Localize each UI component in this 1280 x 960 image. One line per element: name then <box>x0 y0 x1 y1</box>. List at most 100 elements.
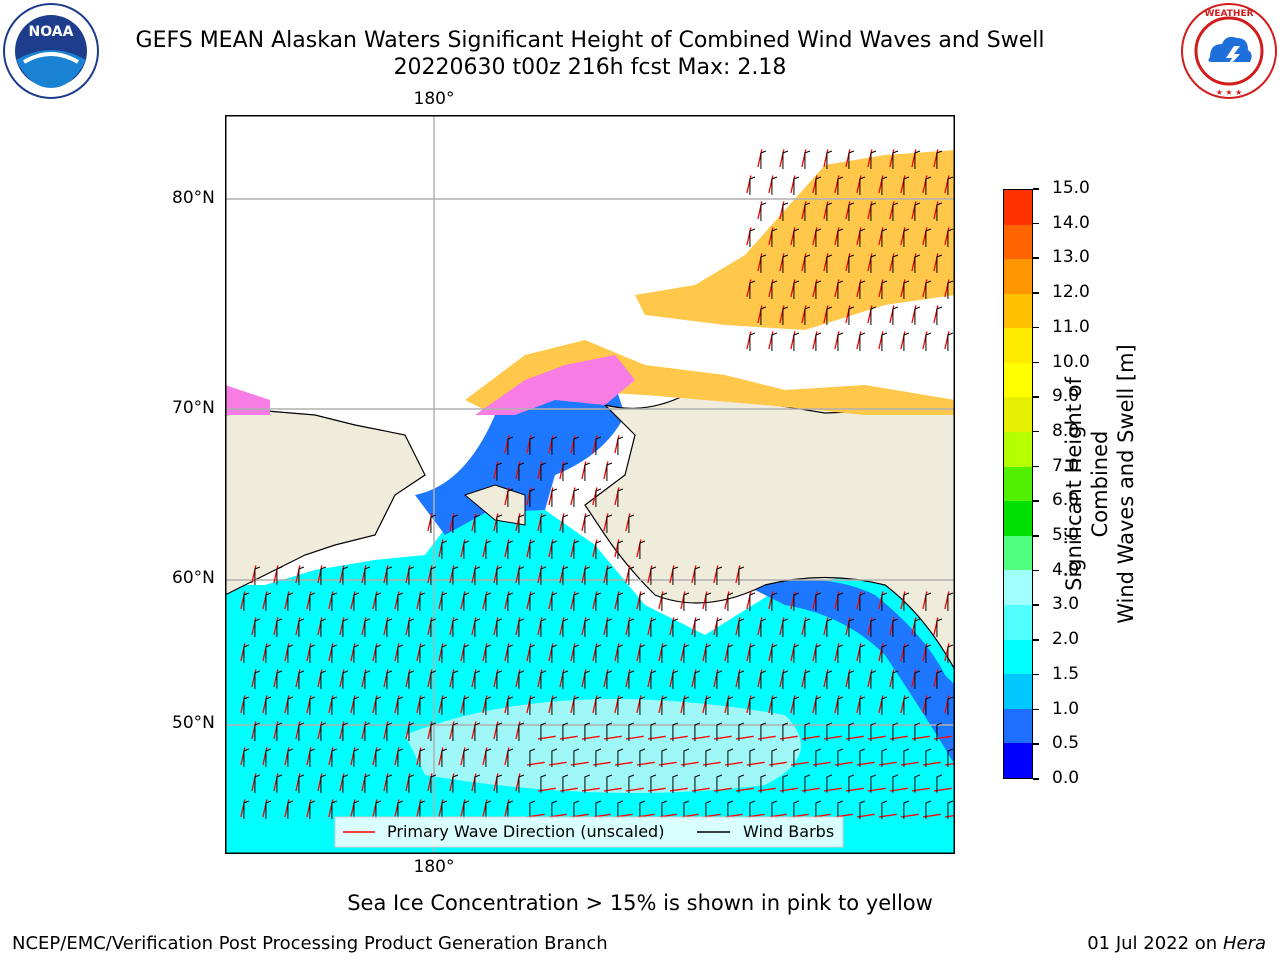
wind-barb <box>639 592 646 611</box>
wind-barb <box>628 566 635 585</box>
colorbar-tick-mark <box>1033 222 1039 225</box>
wind-barb <box>397 592 404 611</box>
wind-barb <box>243 748 250 767</box>
wind-barb <box>496 566 503 585</box>
wind-barb <box>716 618 723 637</box>
wind-barb <box>353 592 360 611</box>
wind-barb <box>353 748 360 767</box>
wind-barb <box>496 722 503 741</box>
wind-barb <box>760 722 767 741</box>
wind-barb <box>826 202 833 221</box>
colorbar-tick-mark <box>1033 708 1039 711</box>
wind-barb <box>705 748 712 767</box>
wind-barb <box>837 332 844 351</box>
wind-barb <box>837 592 844 611</box>
wind-barb <box>826 254 833 273</box>
wind-barb <box>947 280 954 299</box>
wind-barb <box>892 722 899 741</box>
wind-barb <box>859 800 866 819</box>
wind-barb <box>551 488 558 507</box>
wind-barb <box>320 774 327 793</box>
wind-barb <box>749 696 756 715</box>
wind-barb <box>529 748 536 767</box>
colorbar-swatch <box>1004 293 1032 329</box>
wind-barb <box>562 670 569 689</box>
wind-barb <box>265 696 272 715</box>
wind-barb <box>265 592 272 611</box>
wind-barb <box>903 696 910 715</box>
wind-barb <box>463 540 470 559</box>
wind-barb <box>738 774 745 793</box>
wind-barb <box>749 644 756 663</box>
wind-barb <box>705 644 712 663</box>
nws-logo: WEATHER ★ ★ ★ <box>1180 2 1278 100</box>
wind-barb <box>925 644 932 663</box>
wind-barb <box>936 774 943 793</box>
colorbar-swatch <box>1004 466 1032 502</box>
colorbar-swatch <box>1004 432 1032 467</box>
wind-barb <box>914 670 921 689</box>
wind-barb <box>243 696 250 715</box>
ocean-light-band <box>405 699 801 793</box>
wind-barb <box>848 254 855 273</box>
wind-barb <box>353 644 360 663</box>
wind-barb <box>815 176 822 195</box>
colorbar-tick-mark <box>1033 569 1039 572</box>
wind-barb <box>243 592 250 611</box>
wind-barb <box>364 774 371 793</box>
wind-barb <box>782 774 789 793</box>
wind-barb <box>606 618 613 637</box>
svg-text:WEATHER: WEATHER <box>1204 9 1253 19</box>
wind-barb <box>771 280 778 299</box>
wind-barb <box>914 306 921 325</box>
wind-barb <box>672 566 679 585</box>
colorbar-tick-mark <box>1033 396 1039 398</box>
wind-barb <box>947 748 954 767</box>
wind-barb <box>518 670 525 689</box>
wind-barb <box>925 800 932 819</box>
wind-barb <box>584 774 591 793</box>
legend-wave-label: Primary Wave Direction (unscaled) <box>387 822 664 841</box>
wind-barbs <box>243 150 954 819</box>
wind-barb <box>309 800 316 819</box>
wind-barb <box>881 696 888 715</box>
colorbar-tick-label: 8.0 <box>1052 420 1080 441</box>
wind-barb <box>903 228 910 247</box>
wind-barb <box>716 774 723 793</box>
wind-barb <box>826 722 833 741</box>
colorbar-tick-mark <box>1033 361 1039 364</box>
wind-barb <box>529 644 536 663</box>
wind-barb <box>749 228 756 247</box>
wind-barb <box>870 254 877 273</box>
wind-barb <box>254 774 261 793</box>
wind-barb <box>386 722 393 741</box>
wind-barb <box>540 774 547 793</box>
wind-barb <box>408 774 415 793</box>
colorbar-tick-mark <box>1033 535 1039 537</box>
wind-barb <box>859 176 866 195</box>
wind-barb <box>925 332 932 351</box>
wind-barb <box>276 670 283 689</box>
wind-barb <box>463 748 470 767</box>
wind-barb <box>298 774 305 793</box>
wind-barb <box>584 514 591 533</box>
wind-barb <box>430 722 437 741</box>
wind-barb <box>474 670 481 689</box>
wind-barb <box>771 176 778 195</box>
colorbar-tick-label: 1.5 <box>1052 663 1080 684</box>
wind-barb <box>837 800 844 819</box>
wind-barb <box>617 592 624 611</box>
wind-barb <box>606 462 613 481</box>
wind-barb <box>683 644 690 663</box>
wind-barb <box>595 696 602 715</box>
wind-barb <box>617 540 624 559</box>
wind-barb <box>639 540 646 559</box>
colorbar-swatch <box>1004 639 1032 675</box>
wind-barb <box>947 592 954 611</box>
colorbar-label-line1: Significant Height of Combined <box>1062 377 1112 591</box>
wind-barb <box>551 800 558 819</box>
wind-barb <box>364 670 371 689</box>
wind-barb <box>507 748 514 767</box>
wind-barb <box>298 670 305 689</box>
colorbar-swatch <box>1004 674 1032 709</box>
